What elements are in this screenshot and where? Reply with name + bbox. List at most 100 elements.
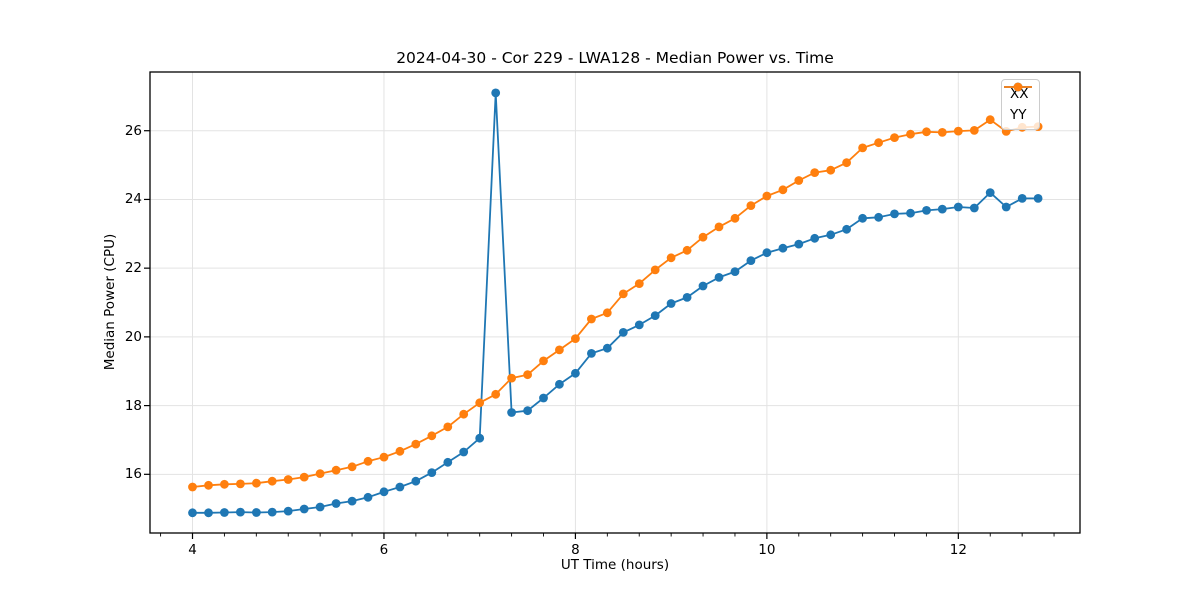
data-point-xx (1033, 194, 1043, 203)
x-tick-label: 6 (379, 542, 389, 558)
legend-marker-yy (1004, 82, 1032, 92)
data-point-xx (571, 368, 580, 378)
data-point-xx (890, 209, 899, 219)
data-point-yy (475, 398, 485, 408)
data-point-xx (746, 256, 756, 265)
y-tick-label: 22 (124, 260, 142, 277)
data-point-yy (331, 465, 341, 475)
y-axis-label: Median Power (CPU) (102, 233, 118, 371)
data-point-xx (523, 406, 532, 416)
data-point-xx (283, 506, 293, 516)
data-point-yy (427, 431, 437, 441)
data-point-yy (602, 308, 612, 318)
data-point-yy (379, 452, 389, 462)
data-point-xx (602, 343, 612, 353)
data-point-xx (985, 188, 995, 198)
data-point-xx (331, 499, 341, 508)
data-point-xx (379, 487, 389, 497)
data-point-xx (969, 203, 979, 213)
data-point-yy (890, 133, 899, 143)
data-point-xx (906, 208, 915, 218)
data-point-xx (730, 267, 740, 276)
chart-title: 2024-04-30 - Cor 229 - LWA128 - Median P… (396, 49, 834, 67)
data-point-xx (475, 433, 485, 443)
data-point-yy (443, 422, 453, 432)
data-point-yy (794, 176, 804, 185)
data-point-xx (794, 239, 804, 249)
data-point-yy (555, 345, 564, 355)
data-point-yy (236, 479, 245, 489)
data-point-yy (778, 185, 788, 195)
data-point-xx (411, 476, 421, 486)
data-point-xx (842, 224, 851, 234)
data-point-yy (411, 439, 421, 449)
data-point-yy (826, 165, 836, 175)
data-point-xx (1001, 202, 1011, 212)
data-point-yy (714, 222, 724, 232)
data-point-xx (315, 502, 325, 512)
data-point-xx (714, 273, 724, 282)
data-point-yy (571, 334, 580, 343)
data-point-yy (906, 129, 915, 139)
data-point-yy (347, 462, 357, 472)
data-point-xx (858, 213, 867, 223)
data-point-yy (985, 115, 995, 125)
data-point-yy (874, 138, 883, 148)
x-tick-label: 10 (758, 542, 776, 558)
data-point-yy (922, 127, 931, 137)
data-point-yy (762, 191, 772, 201)
data-point-xx (188, 508, 197, 518)
data-point-xx (698, 281, 708, 291)
data-point-xx (922, 206, 931, 215)
legend: XX YY (1001, 79, 1040, 130)
legend-label-yy: YY (1010, 107, 1027, 123)
data-point-yy (698, 232, 708, 242)
data-point-yy (858, 143, 867, 153)
data-point-yy (618, 289, 628, 299)
data-point-yy (491, 389, 501, 399)
data-point-xx (267, 507, 277, 517)
data-point-xx (204, 508, 213, 518)
data-point-yy (523, 370, 532, 380)
y-tick-label: 18 (124, 397, 142, 414)
data-point-yy (650, 265, 660, 275)
data-point-yy (810, 168, 820, 178)
data-point-yy (299, 472, 309, 482)
series-line-yy (192, 118, 1039, 488)
data-point-xx (762, 248, 772, 258)
data-point-xx (778, 243, 788, 253)
legend-label-xx: XX (1010, 86, 1029, 102)
data-point-yy (220, 479, 229, 489)
y-tick-label: 26 (124, 122, 142, 139)
y-tick-label: 24 (124, 191, 142, 208)
data-point-xx (826, 230, 836, 240)
data-point-yy (937, 127, 947, 137)
data-point-yy (666, 253, 676, 263)
data-point-yy (539, 356, 548, 366)
data-point-xx (810, 233, 820, 243)
data-point-xx (650, 311, 660, 320)
data-point-yy (507, 373, 516, 383)
data-point-xx (618, 328, 628, 337)
axes-spines (149, 71, 1081, 534)
data-point-yy (587, 314, 596, 324)
y-tick-label: 16 (124, 466, 142, 483)
data-point-yy (204, 480, 213, 490)
x-axis-label: UT Time (hours) (560, 557, 670, 573)
data-point-xx (427, 468, 437, 477)
data-point-yy (953, 126, 963, 136)
data-point-xx (539, 393, 548, 403)
legend-item-yy: YY (1004, 82, 1032, 123)
data-point-yy (252, 478, 261, 488)
data-point-xx (666, 299, 676, 308)
data-point-xx (395, 482, 405, 492)
data-point-yy (730, 213, 740, 223)
data-point-xx (459, 447, 469, 457)
data-point-yy (682, 245, 692, 255)
data-point-xx (555, 379, 564, 389)
data-point-xx (507, 408, 516, 417)
data-point-yy (267, 476, 277, 486)
data-point-xx (299, 504, 309, 514)
